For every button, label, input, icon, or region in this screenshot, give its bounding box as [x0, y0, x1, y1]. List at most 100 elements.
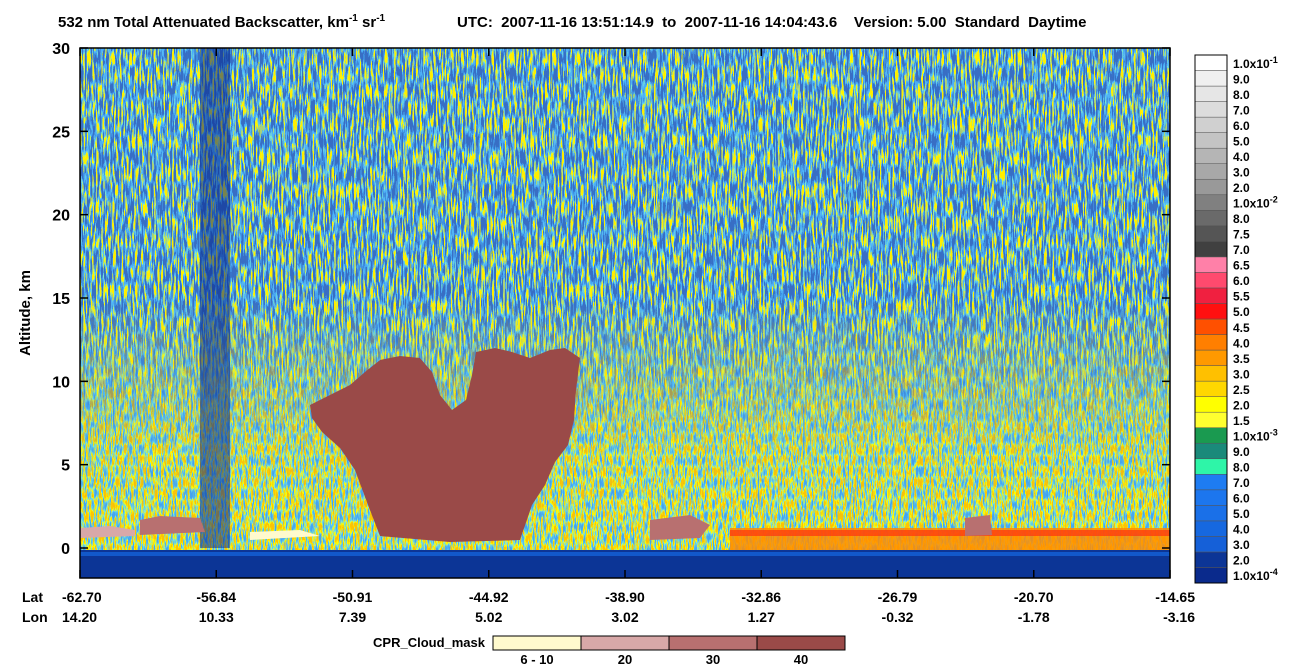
colorbar-label: 4.0: [1233, 523, 1250, 537]
ground: [80, 552, 1170, 556]
colorbar-label: 6.5: [1233, 259, 1250, 273]
colorbar-swatch: [1194, 505, 1228, 522]
lon-label: 10.33: [199, 609, 234, 625]
colorbar-label: 3.0: [1233, 367, 1250, 381]
colorbar-label-sup: -3: [1270, 427, 1278, 437]
colorbar-swatch: [1194, 241, 1228, 258]
colorbar-swatch: [1194, 147, 1228, 164]
surface-layer: [730, 530, 1170, 536]
colorbar-label: 6.0: [1233, 119, 1250, 133]
colorbar-label-sup: -2: [1270, 195, 1278, 205]
colorbar-swatch: [1194, 396, 1228, 413]
lat-label: -20.70: [1014, 589, 1054, 605]
cloud-mask-label: 20: [618, 652, 632, 667]
y-axis-title: Altitude, km: [17, 270, 34, 356]
chart-title: 532 nm Total Attenuated Backscatter, km-…: [58, 13, 386, 31]
colorbar-frame: [1194, 54, 1228, 584]
cloud-mask-region: [80, 526, 135, 538]
colorbar-swatch: [1194, 303, 1228, 320]
colorbar-label-text: 1.0x10: [1233, 569, 1270, 583]
colorbar-label: 4.0: [1233, 150, 1250, 164]
colorbar-label: 6.0: [1233, 274, 1250, 288]
colorbar-label: 1.0x10-1: [1233, 55, 1278, 71]
lat-label: -56.84: [196, 589, 236, 605]
cloud-mask-label: 30: [706, 652, 720, 667]
colorbar-label: 1.0x10-4: [1233, 567, 1278, 583]
y-tick-label: 30: [52, 41, 70, 58]
colorbar-label: 5.0: [1233, 305, 1250, 319]
colorbar-label: 8.0: [1233, 212, 1250, 226]
colorbar-label: 7.0: [1233, 103, 1250, 117]
cloud-mask-region: [965, 515, 992, 536]
title-sup: -1: [349, 13, 358, 24]
colorbar-swatch: [1194, 194, 1228, 211]
colorbar-label: 3.5: [1233, 352, 1250, 366]
colorbar-label-sup: -4: [1270, 567, 1278, 577]
title-text: sr: [358, 14, 377, 31]
colorbar-swatch: [1194, 132, 1228, 149]
colorbar-label: 5.5: [1233, 290, 1250, 304]
colorbar: 1.0x10-42.03.04.05.06.07.08.09.01.0x10-3…: [1194, 54, 1278, 584]
y-tick-label: 20: [52, 208, 70, 225]
colorbar-label: 7.5: [1233, 228, 1250, 242]
colorbar-label: 2.0: [1233, 181, 1250, 195]
colorbar-label: 8.0: [1233, 461, 1250, 475]
lon-title: Lon: [22, 609, 48, 625]
lon-label: -0.32: [882, 609, 914, 625]
colorbar-label: 2.0: [1233, 554, 1250, 568]
colorbar-label: 9.0: [1233, 445, 1250, 459]
colorbar-swatch: [1194, 442, 1228, 460]
colorbar-swatch: [1194, 225, 1228, 242]
cloud-mask-label: 6 - 10: [520, 652, 553, 667]
colorbar-swatch: [1194, 474, 1228, 491]
lon-label: -3.16: [1163, 609, 1195, 625]
cloud-mask-legend: CPR_Cloud_mask 6 - 10 20 30 40: [373, 635, 846, 667]
lat-label: -44.92: [469, 589, 509, 605]
lon-label: 1.27: [748, 609, 775, 625]
colorbar-label: 1.0x10-2: [1233, 195, 1278, 211]
colorbar-label-text: 1.0x10: [1233, 57, 1270, 71]
colorbar-swatch: [1194, 116, 1228, 133]
cloud-mask-swatch: [668, 635, 758, 651]
colorbar-label: 1.5: [1233, 414, 1250, 428]
plot-area: [80, 48, 1170, 578]
aerosol-texture: [80, 300, 1170, 550]
colorbar-swatch: [1194, 520, 1228, 537]
lon-label: -1.78: [1018, 609, 1050, 625]
cloud-mask-region: [140, 516, 205, 535]
colorbar-swatch: [1194, 70, 1228, 87]
colorbar-label-text: 1.0x10: [1233, 429, 1270, 443]
chart-subtitle: UTC: 2007-11-16 13:51:14.9 to 2007-11-16…: [457, 14, 1087, 31]
colorbar-swatch: [1194, 411, 1228, 428]
colorbar-swatch: [1194, 349, 1228, 366]
y-tick-label: 15: [52, 291, 70, 308]
colorbar-label: 4.5: [1233, 321, 1250, 335]
cloud-mask-swatch: [580, 635, 670, 651]
colorbar-label: 3.0: [1233, 165, 1250, 179]
cloud-mask-label: 40: [794, 652, 808, 667]
colorbar-swatch: [1194, 536, 1228, 553]
y-tick-label: 0: [61, 541, 70, 558]
lon-label: 14.20: [62, 609, 97, 625]
colorbar-swatch: [1194, 210, 1228, 227]
colorbar-swatch: [1194, 458, 1228, 475]
cloud-mask-swatch: [756, 635, 846, 651]
lon-label: 3.02: [611, 609, 638, 625]
colorbar-swatch: [1194, 178, 1228, 196]
y-tick-label: 25: [52, 124, 70, 141]
y-tick-label: 10: [52, 374, 70, 391]
lat-label: -38.90: [605, 589, 645, 605]
colorbar-swatch: [1194, 551, 1228, 568]
colorbar-swatch: [1194, 163, 1228, 180]
cloud-mask-swatch: [492, 635, 582, 651]
colorbar-label: 3.0: [1233, 538, 1250, 552]
cloud-mask-region: [250, 530, 320, 540]
colorbar-swatch: [1194, 256, 1228, 273]
colorbar-label: 4.0: [1233, 336, 1250, 350]
y-tick-label: 5: [61, 458, 70, 475]
lat-label: -50.91: [333, 589, 373, 605]
colorbar-swatch: [1194, 380, 1228, 397]
colorbar-label: 9.0: [1233, 72, 1250, 86]
lat-title: Lat: [22, 589, 43, 605]
